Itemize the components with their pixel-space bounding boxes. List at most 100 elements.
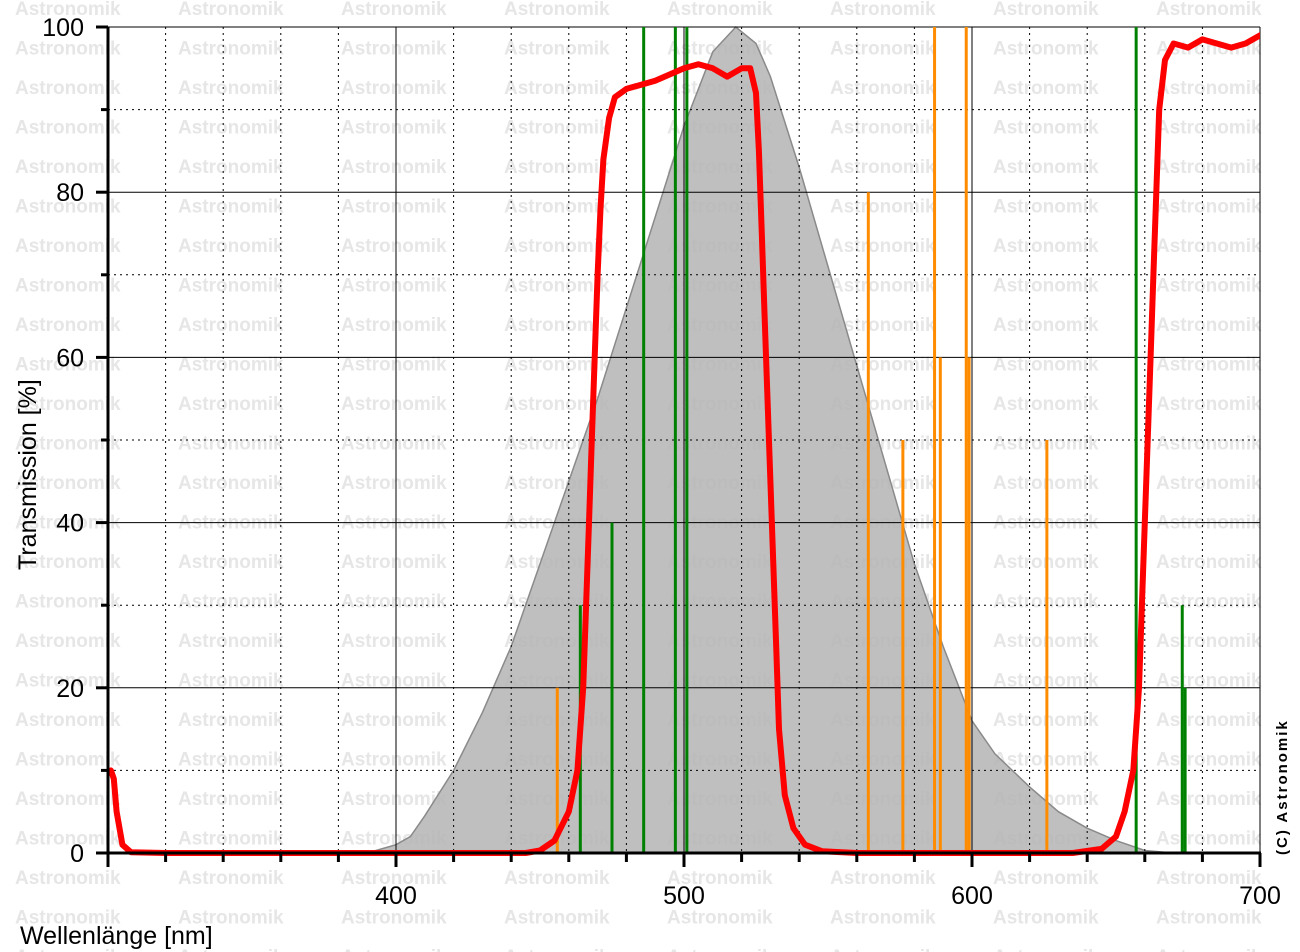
watermark-text: Astronomik	[178, 947, 284, 952]
watermark-text: Astronomik	[15, 394, 121, 415]
watermark-text: Astronomik	[178, 434, 284, 455]
watermark-text: Astronomik	[1156, 750, 1262, 771]
watermark-text: Astronomik	[15, 78, 121, 99]
watermark-text: Astronomik	[178, 710, 284, 731]
watermark-text: Astronomik	[178, 276, 284, 297]
watermark-text: Astronomik	[15, 473, 121, 494]
watermark-text: Astronomik	[341, 78, 447, 99]
watermark-text: Astronomik	[504, 0, 610, 20]
watermark-text: Astronomik	[504, 394, 610, 415]
watermark-text: Astronomik	[341, 671, 447, 692]
x-tick-label: 400	[375, 882, 417, 910]
watermark-text: Astronomik	[1156, 157, 1262, 178]
watermark-text: Astronomik	[178, 631, 284, 652]
watermark-text: Astronomik	[341, 315, 447, 336]
watermark-text: Astronomik	[993, 908, 1099, 929]
y-tick-label: 40	[56, 510, 84, 538]
watermark-text: Astronomik	[1156, 394, 1262, 415]
watermark-text: Astronomik	[830, 947, 936, 952]
watermark-text: Astronomik	[993, 118, 1099, 139]
watermark-text: Astronomik	[1156, 0, 1262, 20]
watermark-text: Astronomik	[504, 276, 610, 297]
watermark-text: Astronomik	[1156, 908, 1262, 929]
watermark-text: Astronomik	[504, 39, 610, 60]
x-tick-label: 700	[1239, 882, 1281, 910]
watermark-text: Astronomik	[178, 78, 284, 99]
watermark-text: Astronomik	[341, 710, 447, 731]
axis-layer: 400 500 600 700 0 20 40 60 80 100	[42, 14, 1281, 910]
watermark-text: Astronomik	[178, 118, 284, 139]
watermark-text: Astronomik	[1156, 473, 1262, 494]
watermark-text: Astronomik	[341, 118, 447, 139]
watermark-text: Astronomik	[1156, 78, 1262, 99]
watermark-text: Astronomik	[178, 552, 284, 573]
watermark-text: Astronomik	[15, 157, 121, 178]
watermark-text: Astronomik	[15, 789, 121, 810]
watermark-text: Astronomik	[178, 0, 284, 20]
watermark-text: Astronomik	[178, 197, 284, 218]
watermark-text: Astronomik	[1156, 947, 1262, 952]
watermark-text: Astronomik	[15, 0, 121, 20]
watermark-text: Astronomik	[178, 355, 284, 376]
watermark-text: Astronomik	[15, 39, 121, 60]
x-axis-title: Wellenlänge [nm]	[20, 922, 213, 950]
watermark-text: Astronomik	[1156, 118, 1262, 139]
watermark-text: Astronomik	[178, 750, 284, 771]
watermark-text: Astronomik	[15, 118, 121, 139]
watermark-text: Astronomik	[341, 394, 447, 415]
watermark-text: Astronomik	[341, 197, 447, 218]
watermark-text: Astronomik	[830, 157, 936, 178]
watermark-text: Astronomik	[993, 197, 1099, 218]
watermark-text: Astronomik	[667, 868, 773, 889]
watermark-text: Astronomik	[504, 868, 610, 889]
watermark-text: Astronomik	[178, 868, 284, 889]
copyright-label: (C) Astronomik	[1274, 719, 1291, 855]
watermark-text: Astronomik	[341, 236, 447, 257]
watermark-text: Astronomik	[504, 157, 610, 178]
watermark-text: Astronomik	[15, 236, 121, 257]
watermark-text: Astronomik	[15, 552, 121, 573]
watermark-text: Astronomik	[341, 473, 447, 494]
watermark-text: Astronomik	[341, 789, 447, 810]
watermark-text: Astronomik	[178, 157, 284, 178]
watermark-text: Astronomik	[667, 908, 773, 929]
watermark-text: Astronomik	[993, 0, 1099, 20]
watermark-text: Astronomik	[341, 355, 447, 376]
watermark-text: Astronomik	[1156, 552, 1262, 573]
watermark-text: Astronomik	[504, 947, 610, 952]
watermark-text: Astronomik	[341, 434, 447, 455]
watermark-text: Astronomik	[993, 78, 1099, 99]
x-tick-label: 600	[951, 882, 993, 910]
watermark-text: Astronomik	[178, 829, 284, 850]
watermark-text: Astronomik	[830, 0, 936, 20]
watermark-text: Astronomik	[15, 710, 121, 731]
watermark-text: Astronomik	[830, 868, 936, 889]
watermark-text: Astronomik	[993, 236, 1099, 257]
watermark-text: Astronomik	[341, 947, 447, 952]
watermark-text: Astronomik	[830, 908, 936, 929]
watermark-text: Astronomik	[15, 197, 121, 218]
y-axis-title: Transmission [%]	[14, 379, 42, 570]
watermark-text: Astronomik	[178, 592, 284, 613]
watermark-text: Astronomik	[15, 434, 121, 455]
x-tick-label: 500	[663, 882, 705, 910]
watermark-text: Astronomik	[993, 315, 1099, 336]
watermark-text: Astronomik	[178, 394, 284, 415]
watermark-text: Astronomik	[504, 118, 610, 139]
watermark-text: Astronomik	[341, 908, 447, 929]
watermark-text: Astronomik	[341, 868, 447, 889]
watermark-text: Astronomik	[830, 39, 936, 60]
watermark-text: Astronomik	[15, 276, 121, 297]
watermark-text: Astronomik	[504, 197, 610, 218]
y-tick-label: 100	[42, 14, 84, 42]
watermark-text: Astronomik	[1156, 315, 1262, 336]
watermark-text: Astronomik	[1156, 434, 1262, 455]
watermark-text: Astronomik	[1156, 710, 1262, 731]
watermark-text: Astronomik	[341, 39, 447, 60]
watermark-text: Astronomik	[341, 631, 447, 652]
watermark-text: Astronomik	[1156, 355, 1262, 376]
watermark-text: Astronomik	[15, 829, 121, 850]
watermark-layer: Astronomik Astronomik Astronomik Astronomik…	[15, 0, 1262, 952]
watermark-text: Astronomik	[15, 908, 121, 929]
watermark-text: Astronomik	[178, 671, 284, 692]
